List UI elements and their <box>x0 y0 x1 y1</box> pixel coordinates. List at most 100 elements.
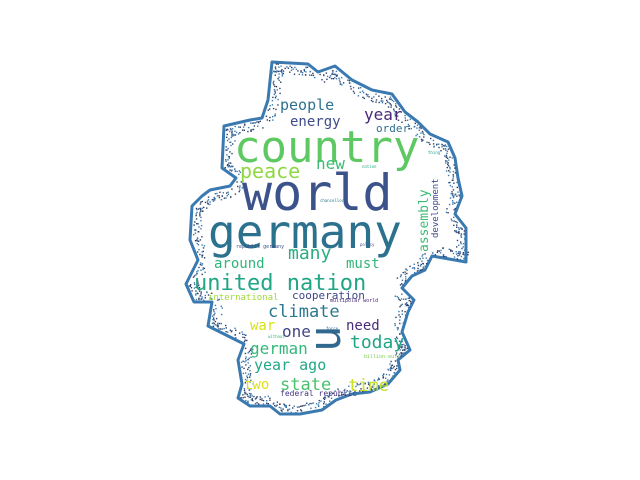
speckle-dot <box>446 157 449 159</box>
speckle-dot <box>199 211 201 214</box>
speckle-dot <box>199 253 201 256</box>
speckle-dot <box>408 299 410 302</box>
speckle-dot <box>238 190 240 193</box>
speckle-dot <box>443 145 446 147</box>
speckle-dot <box>273 93 275 96</box>
speckle-dot <box>447 165 450 167</box>
speckle-dot <box>393 108 395 110</box>
speckle-dot <box>207 199 210 201</box>
speckle-dot <box>453 164 455 166</box>
speckle-dot <box>451 157 453 159</box>
speckle-dot <box>449 168 451 170</box>
speckle-dot <box>238 170 240 172</box>
speckle-dot <box>419 265 422 267</box>
speckle-dot <box>456 239 459 242</box>
speckle-dot <box>323 74 325 76</box>
speckle-dot <box>450 218 452 220</box>
speckle-dot <box>318 402 320 404</box>
speckle-dot <box>202 267 204 269</box>
speckle-dot <box>250 353 253 355</box>
speckle-dot <box>445 154 448 157</box>
speckle-dot <box>202 247 205 249</box>
speckle-dot <box>237 185 239 188</box>
speckle-dot <box>275 405 277 408</box>
speckle-dot <box>246 393 248 396</box>
speckle-dot <box>273 84 275 86</box>
speckle-dot <box>200 220 202 222</box>
speckle-dot <box>201 251 203 253</box>
speckle-dot <box>456 246 458 248</box>
speckle-dot <box>350 88 352 90</box>
speckle-dot <box>281 75 283 77</box>
speckle-dot <box>309 70 312 73</box>
speckle-dot <box>233 134 235 137</box>
speckle-dot <box>262 403 265 405</box>
speckle-dot <box>456 231 458 234</box>
speckle-dot <box>336 75 338 77</box>
speckle-dot <box>279 87 281 90</box>
speckle-dot <box>436 251 439 254</box>
speckle-dot <box>396 337 399 340</box>
speckle-dot <box>272 107 275 110</box>
speckle-dot <box>433 145 435 148</box>
speckle-dot <box>213 314 215 316</box>
speckle-dot <box>442 254 445 256</box>
speckle-dot <box>277 78 279 80</box>
speckle-dot <box>288 404 291 407</box>
speckle-dot <box>426 259 429 262</box>
speckle-dot <box>214 193 216 195</box>
speckle-dot <box>198 290 201 292</box>
speckle-dot <box>214 312 216 315</box>
speckle-dot <box>198 249 200 251</box>
speckle-dot <box>209 201 211 203</box>
speckle-dot <box>363 389 366 391</box>
speckle-dot <box>451 250 453 252</box>
speckle-dot <box>189 285 191 287</box>
speckle-dot <box>395 114 397 116</box>
speckle-dot <box>201 236 203 238</box>
speckle-dot <box>384 383 386 385</box>
speckle-dot <box>310 74 313 76</box>
speckle-dot <box>197 240 200 242</box>
speckle-dot <box>329 76 331 79</box>
speckle-dot <box>371 386 373 388</box>
speckle-dot <box>262 127 264 129</box>
speckle-dot <box>206 202 209 204</box>
speckle-dot <box>214 198 216 200</box>
speckle-dot <box>420 132 422 134</box>
speckle-dot <box>420 127 422 130</box>
speckle-dot <box>193 234 195 236</box>
speckle-dot <box>456 186 458 189</box>
speckle-dot <box>250 356 252 358</box>
speckle-dot <box>225 327 227 329</box>
speckle-dot <box>401 293 403 295</box>
speckle-dot <box>251 352 254 354</box>
speckle-dot <box>240 181 242 183</box>
speckle-dot <box>253 122 255 124</box>
speckle-dot <box>244 382 247 384</box>
speckle-dot <box>199 210 202 212</box>
speckle-dot <box>446 166 448 169</box>
speckle-dot <box>404 273 406 275</box>
speckle-dot <box>247 400 249 402</box>
speckle-dot <box>442 247 444 249</box>
speckle-dot <box>271 72 273 74</box>
speckle-dot <box>243 367 245 370</box>
speckle-dot <box>285 406 287 408</box>
speckle-dot <box>456 181 458 184</box>
speckle-dot <box>321 79 323 81</box>
speckle-dot <box>212 325 215 327</box>
speckle-dot <box>460 243 462 245</box>
speckle-dot <box>278 79 280 82</box>
word-billion-euro: billion euro <box>364 354 400 360</box>
speckle-dot <box>452 203 454 205</box>
speckle-dot <box>264 396 266 398</box>
speckle-dot <box>422 253 424 256</box>
speckle-dot <box>341 84 343 86</box>
speckle-dot <box>463 230 466 232</box>
speckle-dot <box>358 383 360 386</box>
speckle-dot <box>257 125 259 127</box>
speckle-dot <box>421 130 424 133</box>
speckle-dot <box>326 75 329 78</box>
